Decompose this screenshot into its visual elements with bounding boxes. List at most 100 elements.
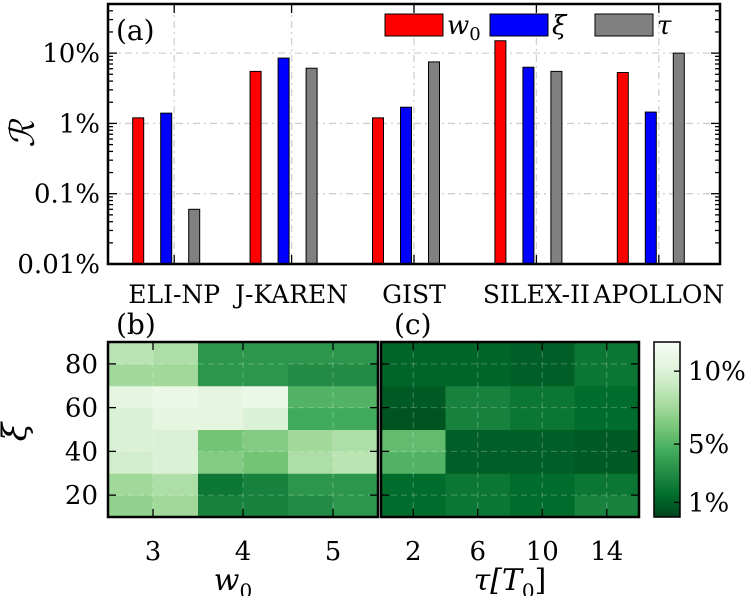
- heatmap-tau-cell: [606, 451, 640, 474]
- heatmap-w0-cell: [288, 407, 334, 430]
- heatmap-tau-cell: [510, 451, 543, 474]
- colorbar-fill: [654, 342, 680, 517]
- heatmap-w0-cell: [108, 429, 154, 452]
- heatmap-w0-cell: [288, 495, 334, 518]
- heatmap-tau-cell: [381, 363, 414, 387]
- heatmap-tau-cell: [381, 407, 414, 430]
- heatmap-tau-cell: [574, 451, 608, 474]
- heatmap-tau-cell: [606, 495, 640, 518]
- heatmap-w0-x-tick-label: 5: [325, 537, 342, 567]
- heatmap-w0-cells: [108, 342, 379, 518]
- heatmap-w0-x-axis-label: w0: [214, 563, 252, 596]
- heatmap-w0-cell: [288, 342, 334, 365]
- heatmap-w0-cell: [243, 407, 289, 430]
- bar-ξ-SILEX-II: [522, 66, 535, 264]
- bar-x-tick-labels: ELI-NP J-KAREN GIST SILEX-II APOLLON: [128, 280, 724, 309]
- legend-swatch-τ: [594, 13, 654, 37]
- colorbar-ticks: 1% 5% 10%: [674, 357, 746, 518]
- heatmap-tau-cell: [606, 363, 640, 387]
- heatmap-w0-cell: [288, 473, 334, 496]
- bar-τ-J-KAREN: [305, 67, 318, 264]
- heatmap-tau-cell: [542, 342, 575, 365]
- heatmap-tau-cell: [606, 407, 640, 430]
- heatmap-w0-cell: [198, 363, 244, 387]
- heatmap-tau-cell: [542, 385, 575, 409]
- heatmap-w0-cell: [333, 451, 379, 474]
- heatmap-w0-cell: [243, 342, 289, 365]
- heatmap-tau-cell: [381, 429, 414, 452]
- heatmap-w0-cell: [198, 385, 244, 409]
- heatmap-w0-cell: [153, 451, 199, 474]
- heatmap-tau-cell: [381, 451, 414, 474]
- legend-label-w: w0: [447, 11, 481, 45]
- bar-x-tick-label: ELI-NP: [128, 280, 220, 309]
- legend-swatch-ξ: [489, 13, 549, 37]
- colorbar-tick-label: 1%: [688, 488, 729, 518]
- heatmap-w0-cell: [243, 363, 289, 387]
- heatmap-w0-y-tick-label: 80: [65, 350, 98, 380]
- heatmap-w0-cell: [153, 407, 199, 430]
- legend-label-ξ: ξ: [552, 11, 568, 41]
- heatmap-w0-cell: [333, 342, 379, 365]
- heatmap-w0-cell: [108, 363, 154, 387]
- heatmap-w0-y-tick-label: 20: [65, 481, 98, 511]
- bar-w-J-KAREN: [249, 70, 262, 264]
- bar-ξ-GIST: [400, 106, 412, 264]
- heatmap-tau-cell: [510, 495, 543, 518]
- heatmap-tau-cell: [542, 407, 575, 430]
- heatmap-tau-cell: [413, 407, 446, 430]
- heatmap-w0-cell: [153, 385, 199, 409]
- heatmap-tau-cell: [413, 342, 446, 365]
- bar-y-tick-label: 0.01%: [17, 250, 100, 280]
- heatmap-tau-frame: [379, 340, 641, 519]
- legend-label-τ: τ: [657, 11, 672, 41]
- heatmap-tau-grid: [381, 342, 639, 517]
- heatmap-tau-cell: [445, 429, 479, 452]
- heatmap-w0-cell: [108, 342, 154, 365]
- heatmap-tau-cell: [381, 473, 414, 496]
- heatmap-w0-cell: [108, 495, 154, 518]
- heatmap-w0-cell: [198, 495, 244, 518]
- heatmap-tau-panel: 2 6 10 14 τ[T0] (c): [379, 308, 641, 596]
- panel-a-label: (a): [116, 14, 155, 47]
- bar-w-ELI-NP: [132, 117, 145, 264]
- heatmap-w0-cell: [333, 363, 379, 387]
- heatmap-w0-y-tick-label: 40: [65, 437, 98, 467]
- heatmap-w0-cell: [288, 385, 334, 409]
- colorbar-tick-label: 5%: [688, 430, 729, 460]
- heatmap-y-axis-label: ξ: [0, 420, 35, 441]
- heatmap-tau-cell: [574, 495, 608, 518]
- heatmap-tau-cell: [413, 451, 446, 474]
- heatmap-tau-cell: [510, 429, 543, 452]
- heatmap-w0-cell: [198, 451, 244, 474]
- heatmap-tau-cell: [574, 363, 608, 387]
- heatmap-tau-cell: [477, 473, 511, 496]
- bar-x-tick-label: GIST: [382, 280, 446, 309]
- heatmap-tau-cell: [542, 495, 575, 518]
- heatmap-tau-cell: [381, 342, 414, 365]
- heatmap-tau-cell: [477, 407, 511, 430]
- heatmap-tau-x-tick-labels: 2 6 10 14: [405, 537, 623, 567]
- colorbar: 1% 5% 10%: [653, 341, 746, 518]
- heatmap-tau-x-tick-label: 2: [405, 537, 422, 567]
- heatmap-w0-cell: [288, 363, 334, 387]
- heatmap-tau-cell: [574, 473, 608, 496]
- heatmap-tau-cell: [477, 429, 511, 452]
- heatmap-w0-cell: [153, 473, 199, 496]
- bar-τ-ELI-NP: [188, 208, 201, 264]
- heatmap-tau-cells: [381, 342, 640, 518]
- heatmap-tau-cell: [510, 385, 543, 409]
- heatmap-w0-cell: [198, 429, 244, 452]
- heatmap-w0-y-tick-labels: 20 40 60 80: [65, 350, 98, 511]
- heatmap-tau-cell: [606, 473, 640, 496]
- heatmap-tau-cell: [574, 429, 608, 452]
- heatmap-tau-x-tick-label: 10: [526, 537, 559, 567]
- heatmap-tau-cell: [606, 429, 640, 452]
- bar-τ-APOLLON: [672, 52, 685, 264]
- heatmap-tau-cell: [413, 429, 446, 452]
- heatmap-tau-cell: [477, 363, 511, 387]
- bar-w-GIST: [372, 117, 384, 264]
- heatmap-w0-x-tick-label: 4: [235, 537, 252, 567]
- heatmap-w0-cell: [108, 473, 154, 496]
- heatmap-w0-cell: [108, 385, 154, 409]
